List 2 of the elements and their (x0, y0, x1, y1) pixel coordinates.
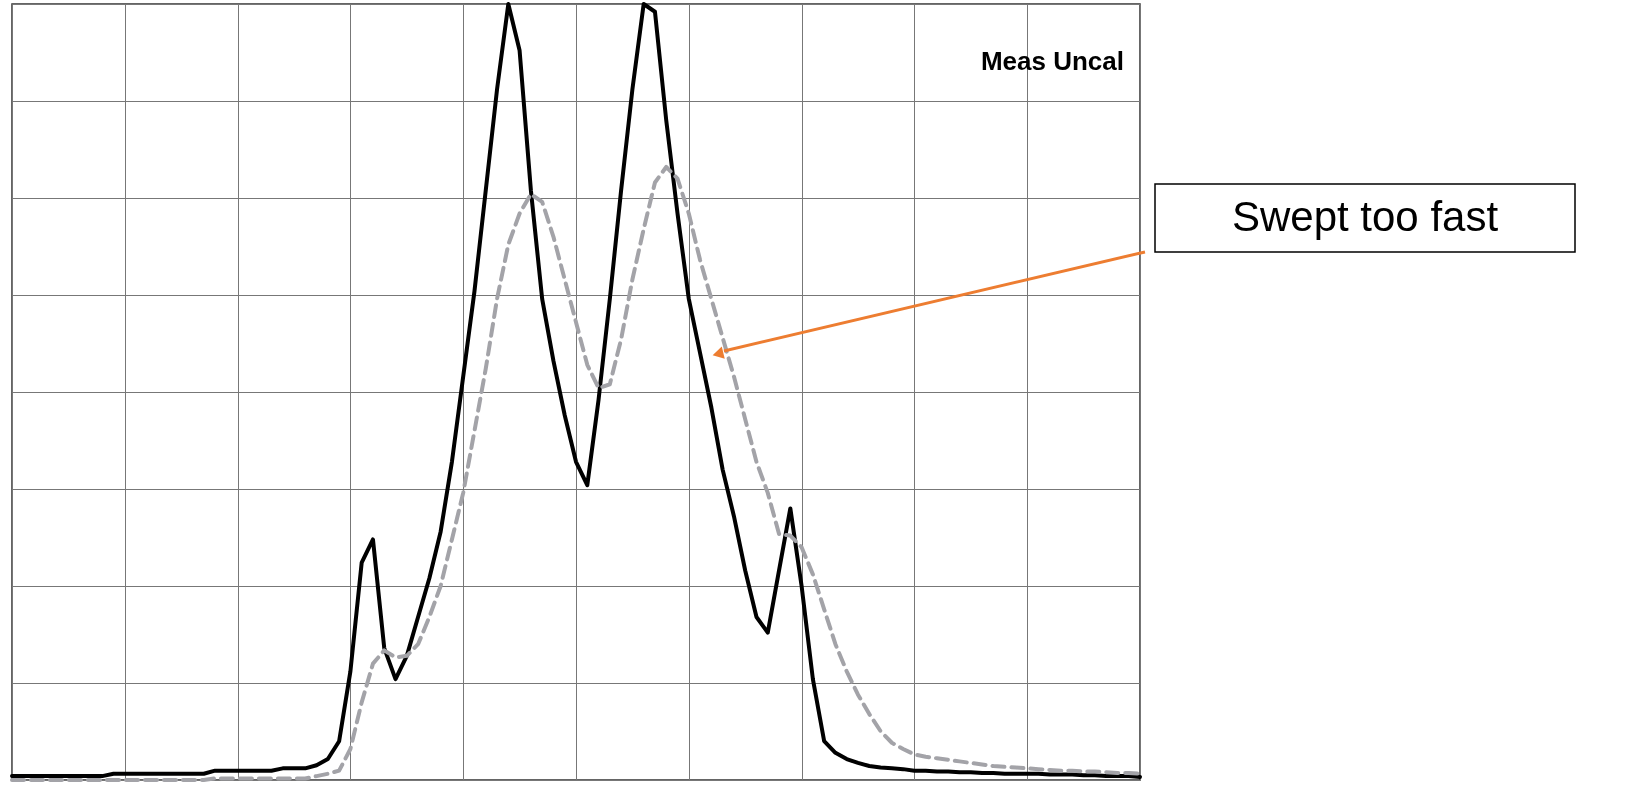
text: Swept too fast (1231, 192, 1499, 240)
annotation: Meas Uncal (980, 46, 1124, 76)
